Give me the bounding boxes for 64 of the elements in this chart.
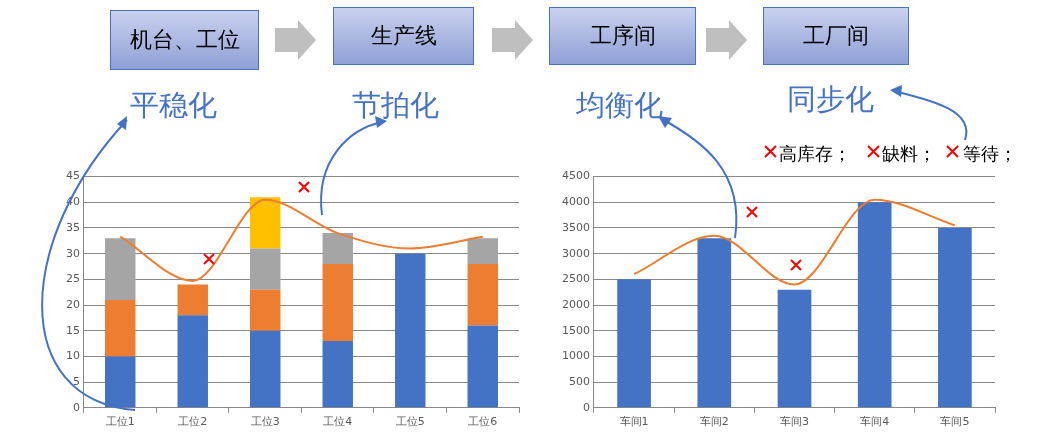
x-tick-label: 工位6: [468, 415, 498, 429]
bar: [105, 299, 136, 357]
text: 机台、工位: [110, 10, 259, 70]
y-tick-label: 1500: [561, 323, 590, 337]
bar: [322, 341, 353, 408]
y-tick-label: 45: [66, 169, 80, 183]
y-tick-label: 0: [582, 400, 590, 414]
x-tick-label: 工位4: [323, 415, 353, 429]
x-tick-label: 工位5: [395, 415, 425, 429]
y-tick-label: 25: [66, 272, 80, 286]
text: 均衡化: [576, 87, 663, 124]
x-tick-label: 工位2: [178, 415, 208, 429]
x-tick-label: 工位3: [250, 415, 280, 429]
text: 节拍化: [352, 87, 439, 124]
y-tick-label: 5: [73, 374, 80, 388]
text: 高库存；: [779, 142, 851, 166]
x-tick-label: 车间1: [619, 415, 649, 429]
bar: [250, 248, 281, 290]
y-tick-label: 30: [66, 246, 80, 260]
bar: [697, 238, 732, 408]
y-tick-label: 3500: [561, 220, 590, 234]
bar: [857, 202, 892, 408]
bar: [250, 289, 281, 331]
text: 等待；: [963, 142, 1017, 166]
x-tick-label: 车间4: [860, 415, 890, 429]
bar: [105, 238, 136, 300]
y-tick-label: 3000: [561, 246, 590, 260]
y-tick-label: 1000: [561, 349, 590, 363]
bar: [617, 279, 651, 408]
bar: [177, 315, 208, 408]
text: 生产线: [333, 7, 474, 65]
y-tick-label: 2500: [561, 272, 590, 286]
text: 平稳化: [130, 87, 217, 124]
y-tick-label: 35: [66, 220, 80, 234]
text: 工序间: [549, 7, 696, 65]
text: 缺料；: [882, 142, 936, 166]
x-tick-label: 车间2: [699, 415, 729, 429]
y-tick-label: 10: [66, 349, 80, 363]
bar: [322, 263, 353, 342]
y-tick-label: 500: [568, 374, 590, 388]
line-series: [633, 198, 956, 286]
y-tick-label: 20: [66, 297, 80, 311]
bar: [105, 356, 136, 408]
text: 工厂间: [763, 7, 909, 65]
bar: [467, 263, 498, 326]
line-series: [119, 198, 484, 282]
bar: [395, 253, 426, 408]
y-tick-label: 2000: [561, 297, 590, 311]
y-tick-label: 0: [73, 400, 80, 414]
bar: [938, 227, 972, 408]
x-tick-label: 车间5: [940, 415, 970, 429]
x-tick-label: 车间3: [780, 415, 809, 429]
text: 同步化: [787, 81, 874, 118]
bar: [250, 197, 281, 249]
bar: [777, 289, 812, 408]
bar: [467, 238, 498, 264]
bar: [467, 325, 498, 408]
bar: [250, 330, 281, 408]
y-tick-label: 4000: [561, 195, 590, 209]
y-tick-label: 15: [66, 323, 80, 337]
y-tick-label: 4500: [561, 169, 590, 183]
bar: [177, 284, 208, 316]
bar: [322, 233, 353, 264]
x-tick-label: 工位1: [105, 415, 135, 429]
